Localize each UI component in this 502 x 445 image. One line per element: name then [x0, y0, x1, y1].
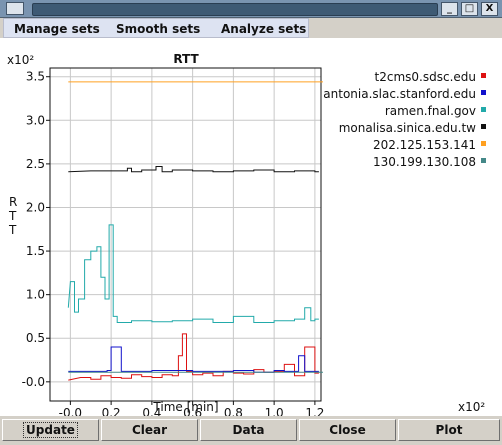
y-multiplier: x10²	[7, 53, 34, 67]
update-button[interactable]: Update	[2, 419, 99, 441]
legend-label: t2cms0.sdsc.edu	[375, 70, 476, 84]
x-multiplier: x10²	[458, 400, 485, 414]
menu-smooth-sets[interactable]: Smooth sets	[116, 22, 201, 36]
legend-swatch	[481, 124, 486, 129]
rtt-chart: x10² RTT -0.0 0.5 1.0 1.5 2.0 2.5 3.0 3.5 -0.0 0…	[7, 52, 486, 420]
legend-swatch	[481, 107, 486, 112]
y-axis-label-char: R	[9, 195, 17, 209]
y-tick-label: 2.5	[26, 157, 45, 171]
menu-manage-sets[interactable]: Manage sets	[14, 22, 100, 36]
x-tick-label: 1.0	[265, 406, 284, 416]
series-lines	[67, 81, 323, 381]
legend-swatch	[481, 141, 486, 146]
grid	[50, 68, 321, 401]
legend-swatch	[481, 158, 486, 163]
x-axis-label: Time [min]	[152, 400, 218, 414]
window-title-bar	[32, 3, 438, 16]
data-button[interactable]: Data	[200, 419, 297, 441]
clear-button[interactable]: Clear	[101, 419, 198, 441]
y-axis: -0.0 0.5 1.0 1.5 2.0 2.5 3.0 3.5	[22, 70, 50, 389]
series-line-1	[68, 346, 319, 373]
legend: t2cms0.sdsc.edu antonia.slac.stanford.edu…	[323, 70, 486, 169]
series-line-2	[67, 224, 319, 323]
y-axis-label-char: T	[8, 223, 17, 237]
y-tick-label: 0.5	[26, 331, 45, 345]
series-line-3	[68, 166, 319, 173]
menubar: Manage sets Smooth sets Analyze sets	[0, 18, 502, 38]
window-menu-icon[interactable]	[6, 2, 24, 15]
y-tick-label: 3.5	[26, 70, 45, 84]
legend-label: antonia.slac.stanford.edu	[323, 87, 476, 101]
plot-button[interactable]: Plot	[398, 419, 500, 441]
close-button[interactable]: Close	[299, 419, 396, 441]
legend-swatch	[481, 73, 486, 78]
close-window-button[interactable]: X	[481, 2, 498, 16]
y-tick-label: 3.0	[26, 113, 45, 127]
y-tick-label: -0.0	[22, 375, 45, 389]
y-axis-label-char: T	[8, 209, 17, 223]
y-tick-label: 1.0	[26, 288, 45, 302]
chart-title: RTT	[173, 52, 199, 66]
legend-label: monalisa.sinica.edu.tw	[339, 121, 476, 135]
legend-label: ramen.fnal.gov	[385, 104, 476, 118]
plot-area: x10² RTT -0.0 0.5 1.0 1.5 2.0 2.5 3.0 3.5 -0.0 0…	[0, 38, 502, 420]
maximize-button[interactable]: □	[461, 2, 478, 16]
y-tick-label: 1.5	[26, 244, 45, 258]
menu-group: Manage sets Smooth sets Analyze sets	[3, 18, 309, 38]
menu-analyze-sets[interactable]: Analyze sets	[221, 22, 307, 36]
x-tick-label: 1.2	[305, 406, 324, 416]
series-line-0	[68, 333, 319, 381]
legend-label: 130.199.130.108	[373, 155, 476, 169]
minimize-button[interactable]: _	[441, 2, 458, 16]
plot-frame	[49, 67, 322, 402]
legend-swatch	[481, 90, 486, 95]
legend-label: 202.125.153.141	[373, 138, 476, 152]
y-tick-label: 2.0	[26, 200, 45, 214]
window-titlebar[interactable]: _ □ X	[0, 0, 502, 18]
x-tick-label: -0.0	[59, 406, 82, 416]
x-tick-label: 0.8	[224, 406, 243, 416]
x-tick-label: 0.2	[102, 406, 121, 416]
button-bar: Update Clear Data Close Plot	[0, 416, 502, 445]
